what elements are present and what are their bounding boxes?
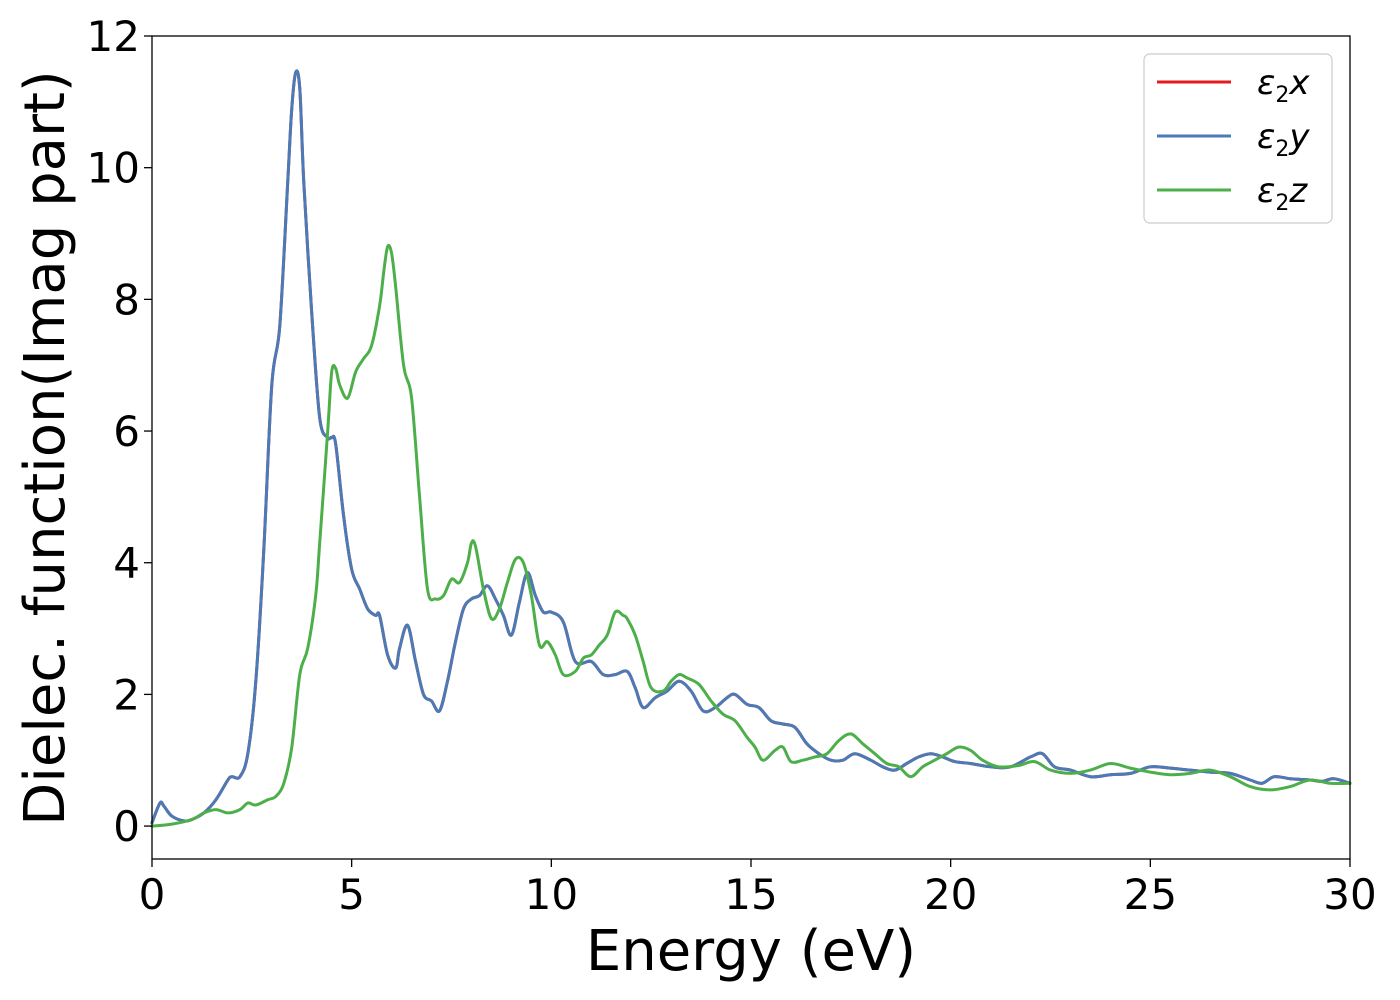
x-axis-ticks: 0 5 10 15 20 25 30 [139,859,1377,919]
x-tick-label: 15 [724,870,777,919]
y-axis-ticks: 0 2 4 6 8 10 12 [87,12,152,851]
y-tick-label: 6 [113,407,140,456]
legend-box [1143,53,1333,224]
x-axis-label: Energy (eV) [586,919,916,984]
x-tick-label: 0 [139,870,166,919]
y-tick-label: 4 [113,539,140,588]
y-tick-label: 8 [113,275,140,324]
x-tick-label: 5 [338,870,365,919]
x-tick-label: 30 [1323,870,1376,919]
series-line-y [150,69,1352,825]
y-tick-label: 2 [113,670,140,719]
y-tick-label: 12 [87,12,140,61]
y-tick-label: 10 [87,144,140,193]
x-tick-label: 10 [525,870,578,919]
legend-label-y: ε2y [1257,117,1310,162]
x-tick-label: 25 [1124,870,1177,919]
y-axis-label: Dielec. function(Imag part) [13,70,78,826]
x-tick-label: 20 [924,870,977,919]
plot-lines [150,69,1352,828]
y-tick-label: 0 [113,802,140,851]
legend-label-z: ε2z [1257,171,1308,216]
series-line-z [150,243,1352,828]
legend: ε2x ε2y ε2z [1143,53,1333,224]
legend-label-x: ε2x [1257,63,1310,108]
